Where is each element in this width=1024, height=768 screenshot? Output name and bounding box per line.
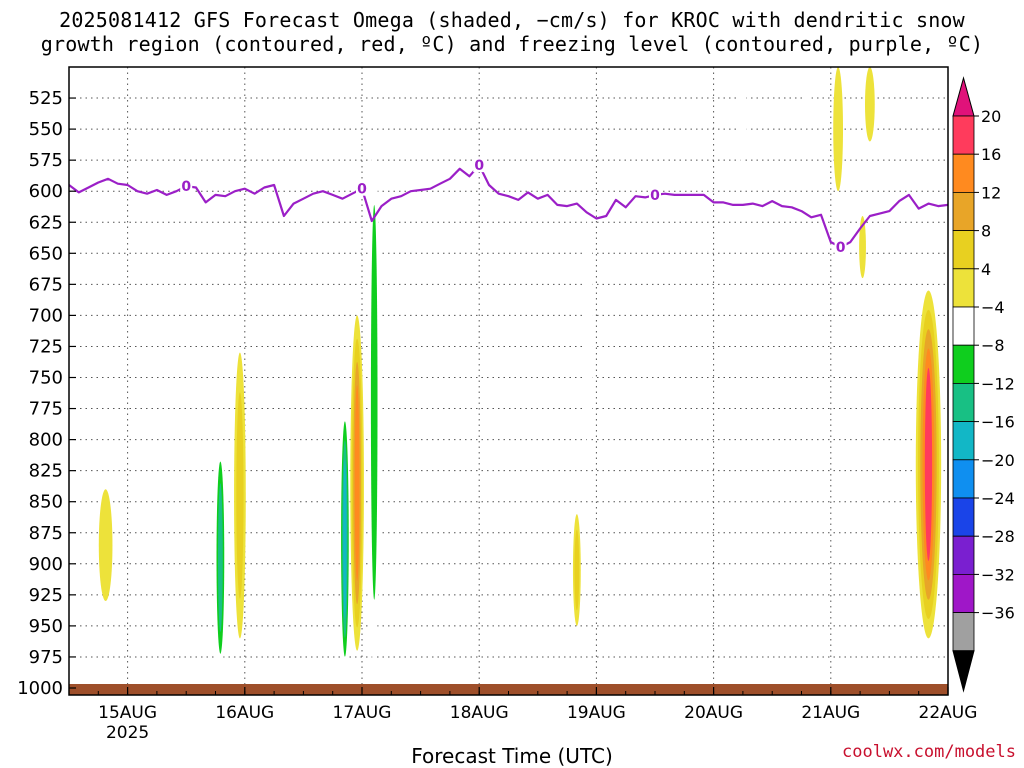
freezing-label-bg-4 <box>834 239 847 255</box>
chart-title-line1: 2025081412 GFS Forecast Omega (shaded, −… <box>59 8 965 32</box>
colorbar-swatch-9 <box>952 459 975 499</box>
colorbar-label-7: −12 <box>981 374 1015 393</box>
x-tick-label-4: 19AUG <box>567 703 626 723</box>
colorbar-label-10: −24 <box>981 489 1015 508</box>
y-tick-label-775: 775 <box>29 399 63 420</box>
colorbar-swatch-7 <box>952 382 975 422</box>
x-tick-label-1: 16AUG <box>215 703 274 723</box>
ground-strip <box>69 684 948 695</box>
cell-19aug-warm-level-1 <box>574 529 580 611</box>
cell-17aug-east-level-1 <box>370 205 378 600</box>
y-tick-label-1000: 1000 <box>17 678 63 699</box>
y-tick-label-850: 850 <box>29 492 63 513</box>
colorbar-swatch-0 <box>952 115 975 155</box>
x-tick-label-0: 15AUG <box>98 703 157 723</box>
colorbar-swatch-10 <box>952 497 975 537</box>
x-tick-label-3: 18AUG <box>450 703 509 723</box>
colorbar-label-0: 20 <box>981 107 1001 126</box>
colorbar-label-13: −36 <box>981 604 1015 623</box>
freezing-label-1: 0 <box>357 182 367 198</box>
upper-21aug-level-0 <box>805 67 812 117</box>
colorbar-swatch-12 <box>952 574 975 614</box>
plot-area <box>69 67 948 695</box>
freezing-label-bg-1 <box>356 180 368 196</box>
y-tick-label-925: 925 <box>29 585 63 606</box>
freezing-label-0: 0 <box>181 179 191 195</box>
x-axis-title: Forecast Time (UTC) <box>411 744 613 768</box>
y-tick-label-900: 900 <box>29 554 63 575</box>
y-tick-label-975: 975 <box>29 647 63 668</box>
y-tick-label-750: 750 <box>29 368 63 389</box>
cell-16aug-east-level-1 <box>236 392 244 599</box>
y-tick-label-700: 700 <box>29 305 63 326</box>
x-tick-label-2: 17AUG <box>333 703 392 723</box>
x-tick-sublabel-0: 2025 <box>106 723 149 743</box>
freezing-label-bg-0 <box>180 178 193 194</box>
ground-surface <box>69 684 948 695</box>
snowband-15aug-yellow-level-0 <box>98 489 113 602</box>
colorbar-swatch-6 <box>952 344 975 384</box>
y-tick-label-875: 875 <box>29 523 63 544</box>
colorbar-swatch-11 <box>952 535 975 575</box>
cell-22aug-level-4 <box>924 367 933 562</box>
y-tick-label-675: 675 <box>29 274 63 295</box>
freezing-label-bg-2 <box>473 157 486 173</box>
upper-21aug-yellow-level-0 <box>833 67 844 192</box>
y-tick-label-525: 525 <box>29 88 63 109</box>
colorbar-label-12: −32 <box>981 565 1015 584</box>
colorbar-bottom-arrow <box>952 650 975 693</box>
freezing-label-bg-3 <box>649 186 661 202</box>
y-tick-label-625: 625 <box>29 212 63 233</box>
cell-16aug-core-level-2 <box>217 483 223 632</box>
y-tick-label-550: 550 <box>29 119 63 140</box>
colorbar-swatch-5 <box>952 306 975 346</box>
colorbar-label-6: −8 <box>981 336 1005 355</box>
colorbar-swatch-2 <box>952 191 975 231</box>
colorbar-top-arrow <box>952 76 975 117</box>
grid-lines <box>69 67 949 695</box>
y-tick-label-725: 725 <box>29 336 63 357</box>
colorbar-label-8: −16 <box>981 413 1015 432</box>
y-tick-label-650: 650 <box>29 243 63 264</box>
colorbar-swatch-4 <box>952 268 975 308</box>
y-tick-label-800: 800 <box>29 430 63 451</box>
freezing-label-4: 0 <box>836 240 846 256</box>
mid-21aug-level-0 <box>859 216 866 279</box>
freezing-label-2: 0 <box>474 158 484 174</box>
site-credit[interactable]: coolwx.com/models <box>842 742 1016 762</box>
colorbar-label-3: 8 <box>981 222 991 241</box>
freezing-level-line <box>69 164 948 249</box>
y-tick-label-600: 600 <box>29 181 63 202</box>
colorbar-swatch-3 <box>952 230 975 270</box>
updraft-19aug-level-0 <box>585 203 593 465</box>
cell-17aug-warm-level-3 <box>354 385 360 581</box>
x-tick-label-5: 20AUG <box>684 703 743 723</box>
freezing-label-3: 0 <box>650 188 660 204</box>
colorbar-label-11: −28 <box>981 527 1015 546</box>
y-tick-label-950: 950 <box>29 616 63 637</box>
cell-17aug-core-level-3 <box>343 459 347 619</box>
colorbar-label-9: −20 <box>981 451 1015 470</box>
colorbar-label-1: 16 <box>981 145 1001 164</box>
y-tick-label-575: 575 <box>29 150 63 171</box>
colorbar-label-4: 4 <box>981 260 991 279</box>
colorbar-label-2: 12 <box>981 183 1001 202</box>
colorbar-swatch-8 <box>952 421 975 461</box>
x-tick-label-7: 22AUG <box>919 703 978 723</box>
colorbar-swatch-1 <box>952 153 975 193</box>
chart-title-line2: growth region (contoured, red, ºC) and f… <box>40 32 984 56</box>
colorbar: 20 16 12 8 4 −4 −8 −12 −16 −20 −24 −28 −32 −36 <box>952 76 1015 693</box>
upper-20aug-level-0 <box>738 67 747 173</box>
upper-21aug-2-level-0 <box>864 67 875 142</box>
x-tick-label-6: 21AUG <box>801 703 860 723</box>
colorbar-swatch-13 <box>952 612 975 652</box>
y-axis: 525 550 575 600 625 650 675 700 725 750 775 800 825 8… <box>17 88 76 699</box>
colorbar-label-5: −4 <box>981 298 1005 317</box>
y-tick-label-825: 825 <box>29 461 63 482</box>
freezing-level-contour: 0 0 0 0 0 <box>69 157 948 256</box>
omega-shading <box>98 67 942 676</box>
